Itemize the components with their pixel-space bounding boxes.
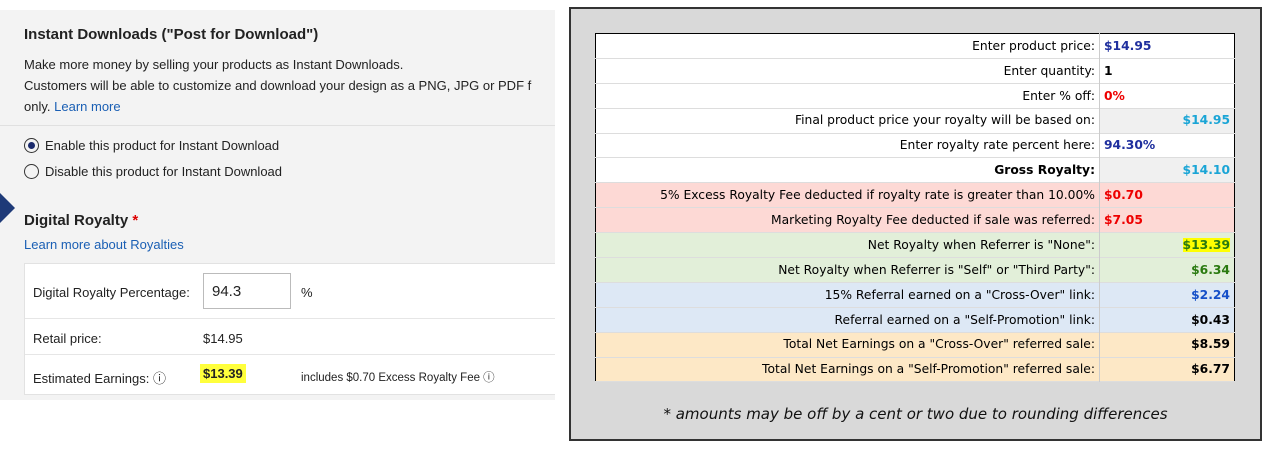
learn-more-link[interactable]: Learn more	[54, 99, 121, 114]
description: Make more money by selling your products…	[24, 57, 404, 72]
row-label: Final product price your royalty will be…	[794, 113, 1095, 128]
row-label: Enter quantity:	[1003, 63, 1095, 78]
field-label: Digital Royalty Percentage:	[33, 285, 190, 300]
section-title-text: Digital Royalty	[24, 212, 129, 229]
row-value: $6.34	[1099, 257, 1235, 283]
calc-row: Enter % off: 0%	[595, 83, 1235, 109]
row-value: $0.70	[1099, 182, 1235, 208]
royalty-form: Digital Royalty Percentage: 94.3 % Retai…	[24, 263, 555, 395]
field-label-text: Estimated Earnings:	[33, 371, 150, 386]
row-value: $14.95	[1099, 33, 1235, 59]
row-label: 5% Excess Royalty Fee deducted if royalt…	[660, 188, 1095, 203]
row-value: $14.95	[1099, 108, 1235, 134]
row-value: $8.59	[1099, 332, 1235, 358]
row-label: Referral earned on a "Self-Promotion" li…	[834, 312, 1095, 327]
row-label: Total Net Earnings on a "Self-Promotion"…	[762, 362, 1095, 377]
option-label[interactable]: Disable this product for Instant Downloa…	[45, 164, 283, 179]
row-label: Enter product price:	[972, 38, 1095, 53]
row-label: Enter royalty rate percent here:	[899, 138, 1095, 153]
row-label: Gross Royalty:	[994, 163, 1095, 178]
row-value: 1	[1099, 58, 1235, 84]
royalty-link[interactable]: Learn more about Royalties	[24, 237, 184, 252]
calc-row: Total Net Earnings on a "Cross-Over" ref…	[595, 332, 1235, 358]
divider	[25, 354, 555, 355]
calc-row: Marketing Royalty Fee deducted if sale w…	[595, 207, 1235, 233]
section-title: Digital Royalty *	[24, 212, 138, 229]
row-label: Total Net Earnings on a "Cross-Over" ref…	[783, 337, 1095, 352]
calc-row: Referral earned on a "Self-Promotion" li…	[595, 307, 1235, 333]
earnings-note: includes $0.70 Excess Royalty Fee ⓘ	[301, 372, 495, 384]
row-label: 15% Referral earned on a "Cross-Over" li…	[824, 287, 1095, 302]
instant-download-panel: Instant Downloads ("Post for Download") …	[0, 10, 555, 400]
row-value: $7.05	[1099, 207, 1235, 233]
percentage-input[interactable]: 94.3	[203, 273, 291, 309]
earnings-value: $13.39	[200, 364, 246, 383]
row-value: $14.10	[1099, 157, 1235, 183]
row-value: $0.43	[1099, 307, 1235, 333]
unit: %	[301, 285, 313, 300]
row-label: Net Royalty when Referrer is "Self" or "…	[778, 262, 1095, 277]
option-label[interactable]: Enable this product for Instant Download	[45, 138, 280, 153]
calc-row: Enter quantity: 1	[595, 58, 1235, 84]
calc-row: Net Royalty when Referrer is "Self" or "…	[595, 257, 1235, 283]
calc-row: 5% Excess Royalty Fee deducted if royalt…	[595, 182, 1235, 208]
footnote: * amounts may be off by a cent or two du…	[663, 405, 1168, 423]
row-label: Net Royalty when Referrer is "None":	[867, 237, 1095, 252]
calculator-table: Enter product price: $14.95 Enter quantity…	[595, 33, 1235, 383]
row-value: 0%	[1099, 83, 1235, 109]
row-value: $2.24	[1099, 282, 1235, 308]
description: only.	[24, 99, 51, 114]
royalty-calculator: Enter product price: $14.95 Enter quantity…	[569, 7, 1262, 441]
field-label: Retail price:	[33, 331, 102, 346]
earnings-note-text: includes $0.70 Excess Royalty Fee	[301, 372, 480, 384]
section-arrow	[0, 193, 15, 223]
radio-disable[interactable]	[24, 164, 39, 179]
calc-row: Total Net Earnings on a "Self-Promotion"…	[595, 357, 1235, 382]
row-label: Enter % off:	[1022, 88, 1095, 103]
divider	[25, 318, 555, 319]
panel-title: Instant Downloads ("Post for Download")	[24, 26, 319, 43]
required-mark: *	[132, 212, 139, 229]
calc-row: Gross Royalty: $14.10	[595, 157, 1235, 183]
radio-enable[interactable]	[24, 138, 39, 153]
calc-row: Enter product price: $14.95	[595, 33, 1235, 59]
field-value: $14.95	[203, 331, 243, 346]
row-value: 94.30%	[1099, 133, 1235, 158]
row-label: Marketing Royalty Fee deducted if sale w…	[771, 213, 1095, 228]
description: Customers will be able to customize and …	[24, 78, 532, 93]
field-label: Estimated Earnings: ⓘ	[33, 371, 166, 386]
highlight-value: $13.39	[1182, 237, 1230, 252]
description: only. Learn more	[24, 99, 121, 114]
divider	[0, 125, 555, 126]
calc-row: Net Royalty when Referrer is "None": $13.…	[595, 232, 1235, 258]
row-value: $6.77	[1099, 357, 1235, 382]
calc-row: Enter royalty rate percent here: 94.30%	[595, 133, 1235, 158]
calc-row: Final product price your royalty will be…	[595, 108, 1235, 134]
calc-row: 15% Referral earned on a "Cross-Over" li…	[595, 282, 1235, 308]
row-value: $13.39	[1099, 232, 1235, 258]
